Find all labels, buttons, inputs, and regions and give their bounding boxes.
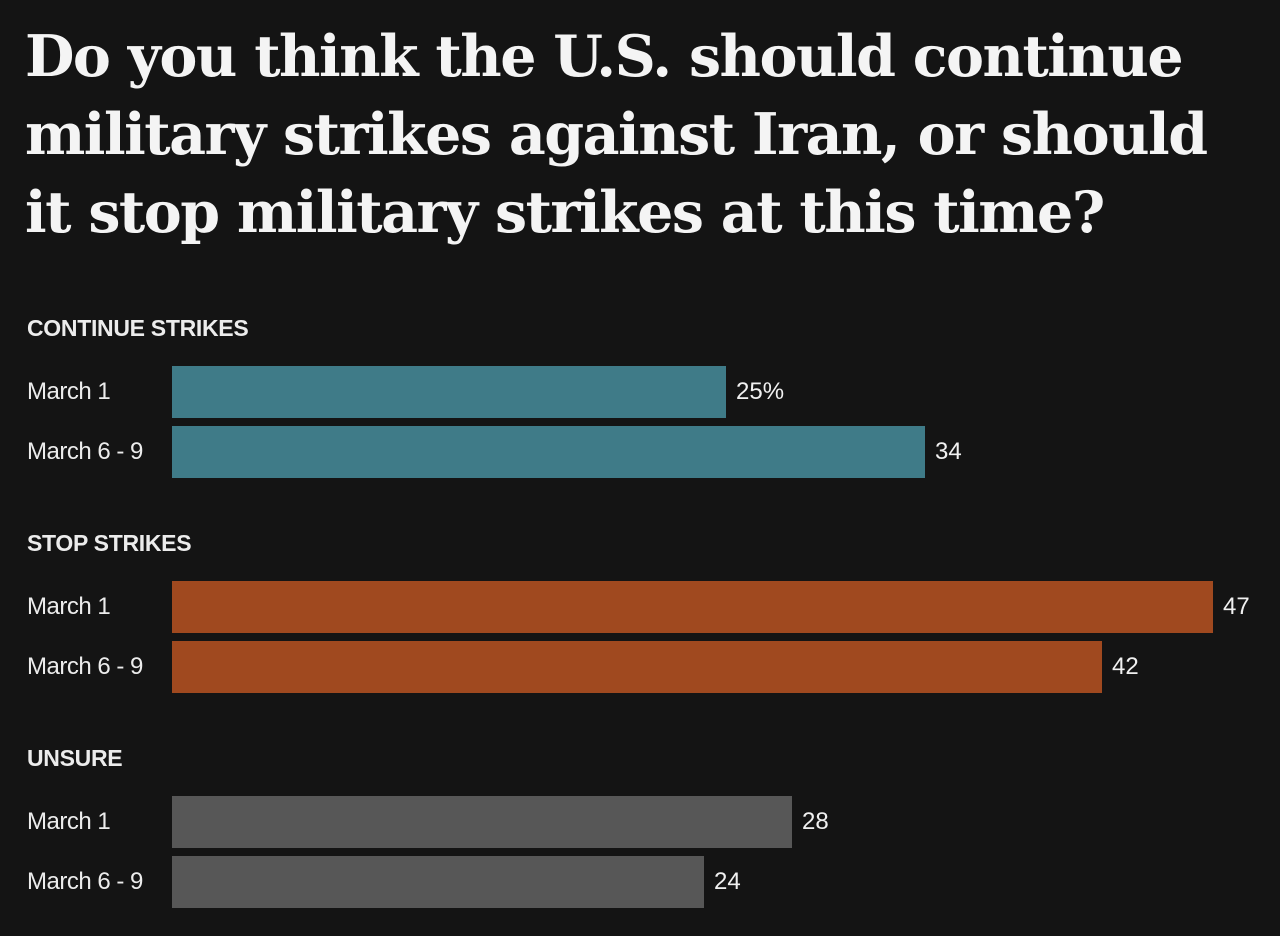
group-label-stop: STOP STRIKES — [27, 530, 192, 556]
bar-unsure-1 — [172, 856, 704, 908]
bar-continue-0 — [172, 366, 726, 418]
bar-unsure-0 — [172, 796, 792, 848]
value-label-unsure-1: 24 — [714, 868, 741, 895]
category-label-stop-0: March 1 — [27, 593, 111, 620]
category-label-unsure-1: March 6 - 9 — [27, 868, 143, 895]
value-label-stop-0: 47 — [1223, 593, 1250, 620]
category-label-stop-1: March 6 - 9 — [27, 653, 143, 680]
bar-stop-0 — [172, 581, 1213, 633]
value-label-stop-1: 42 — [1112, 653, 1139, 680]
category-label-unsure-0: March 1 — [27, 808, 111, 835]
bar-stop-1 — [172, 641, 1102, 693]
bar-continue-1 — [172, 426, 925, 478]
category-label-continue-1: March 6 - 9 — [27, 438, 143, 465]
chart-title: Do you think the U.S. should continue mi… — [25, 23, 1208, 246]
value-label-continue-0: 25% — [736, 378, 785, 405]
category-label-continue-0: March 1 — [27, 378, 111, 405]
value-label-unsure-0: 28 — [802, 808, 829, 835]
group-label-unsure: UNSURE — [27, 745, 123, 771]
group-label-continue: CONTINUE STRIKES — [27, 315, 249, 341]
value-label-continue-1: 34 — [935, 438, 962, 465]
